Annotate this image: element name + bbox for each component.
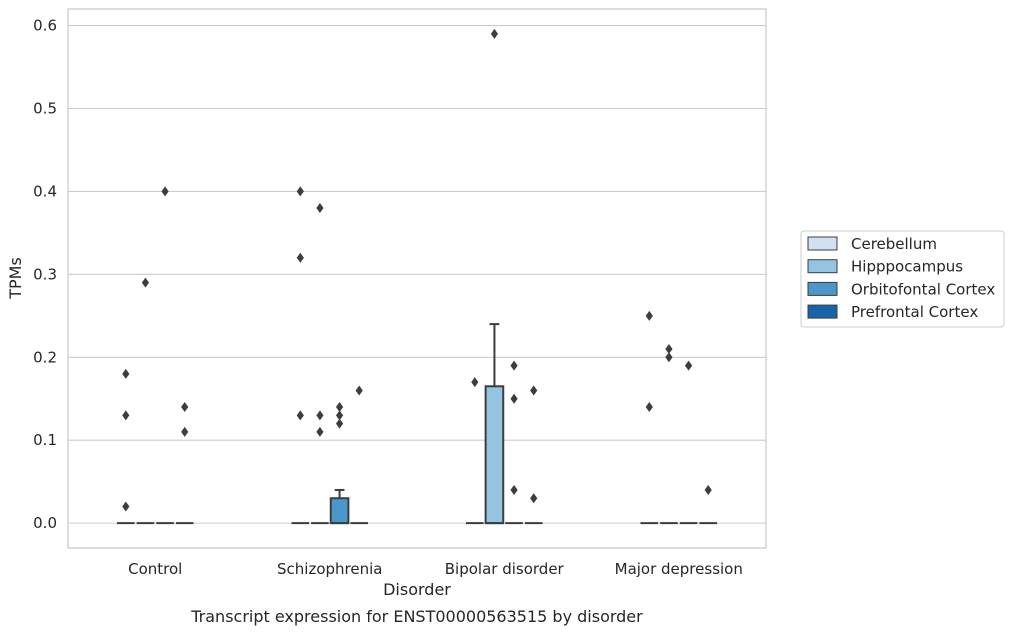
legend-label: Prefrontal Cortex [851,303,978,321]
outlier-point [296,186,304,197]
box-orbitofontal-cortex [329,488,350,525]
outlier-point [665,343,673,354]
outlier-point [684,360,693,371]
x-tick-label: Control [128,560,182,578]
outlier-point [510,360,518,371]
legend-label: Cerebellum [851,235,937,253]
outlier-point [665,352,673,363]
legend-swatch [807,304,838,319]
legend-item: Prefrontal Cortex [807,303,978,321]
outlier-point [296,410,304,421]
outlier-point [122,410,130,421]
legend-swatch [807,281,838,296]
legend-label: Orbitofontal Cortex [851,280,995,298]
y-tick-label: 0.1 [33,431,57,449]
legend-item: Cerebellum [807,235,937,253]
y-tick-label: 0.4 [33,182,57,200]
outlier-point [355,385,363,396]
legend-swatch [807,236,838,251]
x-tick-label: Major depression [615,560,743,578]
y-axis-ticks: 0.0 0.1 0.2 0.3 0.4 0.5 0.6 [33,17,57,533]
outlier-point [122,501,130,512]
legend: Cerebellum Hipppocampus Orbitofontal Corte… [800,230,1005,328]
legend-label: Hipppocampus [851,258,963,276]
box-body [329,497,350,525]
y-tick-label: 0.6 [33,17,57,35]
outlier-point [181,426,189,437]
y-axis-label: TPMs [6,257,25,300]
x-tick-label: Schizophrenia [277,560,382,578]
outlier-points [122,28,712,512]
outlier-point [490,28,499,39]
box-hipppocampus [484,323,505,525]
outlier-point [181,402,189,413]
chart-title: Transcript expression for ENST0000056351… [190,607,643,626]
outlier-point [141,277,150,288]
outlier-point [316,426,324,437]
outlier-point [471,377,479,388]
box-body [484,385,505,525]
legend-items: Cerebellum Hipppocampus Orbitofontal Corte… [807,235,995,321]
outlier-point [296,252,304,263]
box-series [116,323,718,525]
outlier-point [335,410,344,421]
plot-area-frame [67,8,767,549]
outlier-point [335,402,344,413]
x-axis-label: Disorder [383,580,451,599]
x-axis-ticks: Control Schizophrenia Bipolar disorder Majo… [128,560,743,578]
y-tick-label: 0.0 [33,514,57,532]
outlier-point [122,368,130,379]
x-tick-label: Bipolar disorder [445,560,565,578]
gridlines [68,25,766,524]
outlier-point [510,484,518,495]
y-tick-label: 0.5 [33,100,57,118]
outlier-point [335,418,344,429]
outlier-point [161,186,169,197]
outlier-point [530,493,538,504]
outlier-point [530,385,538,396]
outlier-point [704,484,712,495]
legend-frame [800,230,1005,328]
y-tick-label: 0.2 [33,348,57,366]
legend-item: Hipppocampus [807,258,963,276]
outlier-point [510,393,518,404]
y-tick-label: 0.3 [33,265,57,283]
legend-swatch [807,259,838,274]
outlier-point [316,410,324,421]
outlier-point [645,310,653,321]
outlier-point [316,203,324,214]
legend-item: Orbitofontal Cortex [807,280,995,298]
outlier-point [645,402,653,413]
